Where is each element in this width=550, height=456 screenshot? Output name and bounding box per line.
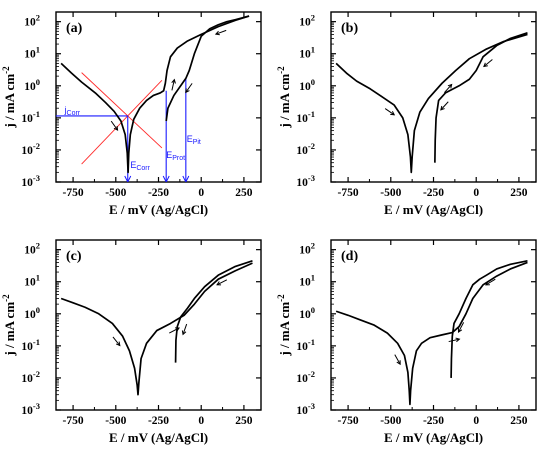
y-axis-title: j / mA cm-2 — [276, 294, 292, 357]
x-tick-label: 0 — [198, 415, 204, 427]
x-tick-label: -250 — [148, 415, 169, 427]
y-tick-label: 100 — [299, 305, 315, 321]
y-tick-label: 100 — [24, 77, 40, 93]
forward-scan-curve — [336, 34, 527, 172]
y-tick-label: 10-1 — [21, 337, 40, 353]
x-tick-label: 250 — [510, 415, 527, 427]
x-tick-label: -250 — [423, 415, 444, 427]
annotation-label: ECorr — [130, 160, 150, 172]
y-tick-label: 10-1 — [296, 109, 315, 125]
x-tick-label: -500 — [380, 415, 401, 427]
y-tick-label: 102 — [299, 13, 315, 29]
panel-label: (d) — [341, 249, 358, 264]
y-tick-label: 102 — [24, 241, 40, 257]
x-axis-title: E / mV (Ag/AgCl) — [384, 430, 483, 445]
y-tick-label: 10-2 — [21, 141, 40, 157]
x-tick-label: 0 — [473, 187, 479, 199]
y-tick-label: 101 — [24, 45, 40, 61]
y-tick-label: 10-3 — [296, 173, 315, 189]
x-tick-label: -500 — [105, 415, 126, 427]
panel-label: (b) — [341, 21, 358, 36]
y-axis-title: j / mA cm-2 — [1, 66, 17, 129]
y-tick-label: 10-2 — [296, 141, 315, 157]
chart-panel-2: -750 -500 -250 0 250 10-3 10-2 10-1 100 101 102 E /… — [0, 228, 275, 456]
y-axis-title: j / mA cm-2 — [276, 66, 292, 129]
chart-panel-3: -750 -500 -250 0 250 10-3 10-2 10-1 100 101 102 E /… — [275, 228, 550, 456]
forward-scan-curve — [61, 263, 252, 395]
y-tick-label: 10-3 — [21, 173, 40, 189]
annotation-label: jCorr — [64, 105, 81, 117]
reverse-scan-curve — [166, 16, 249, 121]
forward-scan-curve — [61, 16, 249, 172]
annotation-label: EPit — [187, 134, 201, 146]
tafel-line — [82, 73, 162, 148]
y-tick-label: 10-3 — [296, 401, 315, 417]
chart-panel-1: -750 -500 -250 0 250 10-3 10-2 10-1 100 101 102 E /… — [275, 0, 550, 228]
x-tick-label: -750 — [63, 187, 84, 199]
x-tick-label: -500 — [105, 187, 126, 199]
y-tick-label: 10-3 — [21, 401, 40, 417]
y-tick-label: 101 — [24, 273, 40, 289]
x-tick-label: -500 — [380, 187, 401, 199]
x-axis-title: E / mV (Ag/AgCl) — [109, 430, 208, 445]
x-axis-title: E / mV (Ag/AgCl) — [384, 202, 483, 217]
x-tick-label: 250 — [235, 415, 253, 427]
y-tick-label: 100 — [299, 77, 315, 93]
panel-label: (a) — [66, 21, 83, 36]
x-tick-label: -250 — [423, 187, 444, 199]
plot-frame — [331, 12, 536, 182]
y-axis-title: j / mA cm-2 — [1, 294, 17, 357]
y-tick-label: 101 — [299, 45, 315, 61]
y-tick-label: 102 — [24, 13, 40, 29]
annotation-label: EProt — [166, 150, 185, 162]
y-tick-label: 10-2 — [296, 369, 315, 385]
x-axis-title: E / mV (Ag/AgCl) — [109, 202, 208, 217]
y-tick-label: 102 — [299, 241, 315, 257]
y-tick-label: 10-2 — [21, 369, 40, 385]
plot-frame — [56, 240, 261, 410]
y-tick-label: 10-1 — [296, 337, 315, 353]
chart-panel-0: -750 -500 -250 0 250 10-3 10-2 10-1 100 101 102 E /… — [0, 0, 275, 228]
y-tick-label: 101 — [299, 273, 315, 289]
x-tick-label: 0 — [198, 187, 204, 199]
x-tick-label: 250 — [235, 187, 253, 199]
x-tick-label: 0 — [473, 415, 479, 427]
x-tick-label: 250 — [510, 187, 527, 199]
x-tick-label: -250 — [148, 187, 169, 199]
y-tick-label: 10-1 — [21, 109, 40, 125]
y-tick-label: 100 — [24, 305, 40, 321]
x-tick-label: -750 — [63, 415, 84, 427]
x-tick-label: -750 — [338, 415, 359, 427]
panel-label: (c) — [66, 249, 82, 264]
x-tick-label: -750 — [338, 187, 359, 199]
forward-scan-curve — [336, 262, 527, 404]
plot-frame — [56, 12, 261, 182]
